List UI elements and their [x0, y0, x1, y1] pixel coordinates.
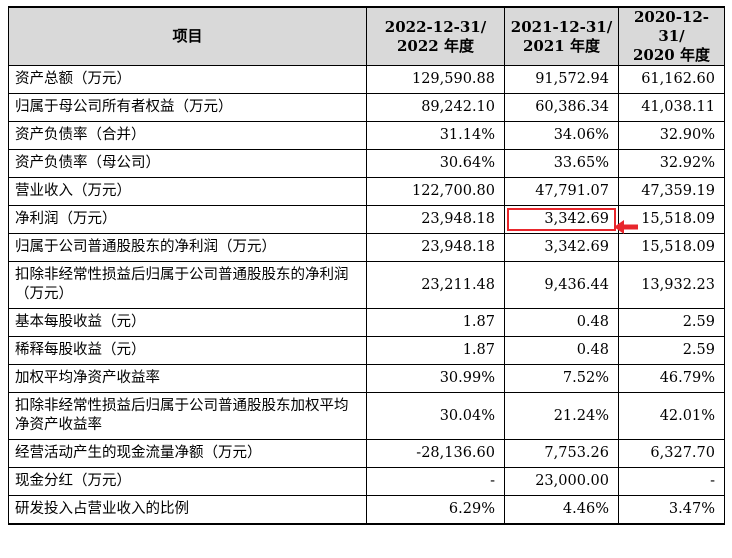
- header-row: 项目 2022-12-31/2022 年度 2021-12-31/2021 年度…: [8, 6, 725, 66]
- cell-2020: 32.92%: [618, 149, 725, 178]
- cell-2020: 6,327.70: [618, 439, 725, 468]
- cell-2021: 91,572.94: [504, 65, 619, 94]
- row-label: 扣除非经常性损益后归属于公司普通股股东的净利润（万元）: [8, 261, 367, 309]
- table-row: 资产负债率（母公司） 30.64% 33.65% 32.92%: [8, 149, 725, 178]
- cell-2020: 61,162.60: [618, 65, 725, 94]
- cell-2021: 33.65%: [504, 149, 619, 178]
- row-label: 基本每股收益（元）: [8, 308, 367, 337]
- cell-2020: 3.47%: [618, 495, 725, 525]
- header-2022-year: 2022 年度: [397, 36, 474, 55]
- cell-2022: 89,242.10: [366, 93, 505, 122]
- header-2021-year: 2021 年度: [523, 36, 600, 55]
- cell-2021: 7,753.26: [504, 439, 619, 468]
- table-row: 营业收入（万元） 122,700.80 47,791.07 47,359.19: [8, 177, 725, 206]
- cell-2020: 13,932.23: [618, 261, 725, 309]
- financial-table-container: 项目 2022-12-31/2022 年度 2021-12-31/2021 年度…: [8, 6, 725, 525]
- header-2022: 2022-12-31/2022 年度: [366, 6, 505, 66]
- cell-2020: 15,518.09: [618, 233, 725, 262]
- cell-2021: 9,436.44: [504, 261, 619, 309]
- table-row: 加权平均净资产收益率 30.99% 7.52% 46.79%: [8, 364, 725, 393]
- cell-2022: 1.87: [366, 308, 505, 337]
- cell-2021: 21.24%: [504, 392, 619, 440]
- cell-2020: -: [618, 467, 725, 496]
- row-label: 归属于母公司所有者权益（万元）: [8, 93, 367, 122]
- row-label: 经营活动产生的现金流量净额（万元）: [8, 439, 367, 468]
- highlighted-cell-2021: 3,342.69: [504, 205, 619, 234]
- cell-2021-value: 3,342.69: [544, 211, 609, 227]
- header-item: 项目: [8, 6, 367, 66]
- table-row: 扣除非经常性损益后归属于公司普通股股东加权平均净资产收益率 30.04% 21.…: [8, 392, 725, 440]
- table-body: 资产总额（万元） 129,590.88 91,572.94 61,162.60 …: [8, 65, 725, 525]
- cell-2020: 41,038.11: [618, 93, 725, 122]
- header-2020-date: 2020-12-31/: [633, 8, 710, 45]
- table-row: 研发投入占营业收入的比例 6.29% 4.46% 3.47%: [8, 495, 725, 525]
- table-row: 归属于母公司所有者权益（万元） 89,242.10 60,386.34 41,0…: [8, 93, 725, 122]
- cell-2022: 129,590.88: [366, 65, 505, 94]
- cell-2021: 0.48: [504, 308, 619, 337]
- cell-2021: 7.52%: [504, 364, 619, 393]
- cell-2022: 23,948.18: [366, 233, 505, 262]
- row-label: 现金分红（万元）: [8, 467, 367, 496]
- cell-2020: 2.59: [618, 336, 725, 365]
- row-label: 资产负债率（母公司）: [8, 149, 367, 178]
- table-row: 经营活动产生的现金流量净额（万元） -28,136.60 7,753.26 6,…: [8, 439, 725, 468]
- cell-2022: 23,948.18: [366, 205, 505, 234]
- header-2021: 2021-12-31/2021 年度: [504, 6, 619, 66]
- cell-2022: 30.04%: [366, 392, 505, 440]
- table-row: 扣除非经常性损益后归属于公司普通股股东的净利润（万元） 23,211.48 9,…: [8, 261, 725, 309]
- cell-2020: 42.01%: [618, 392, 725, 440]
- table-row: 基本每股收益（元） 1.87 0.48 2.59: [8, 308, 725, 337]
- row-label: 资产总额（万元）: [8, 65, 367, 94]
- header-2022-date: 2022-12-31/: [384, 17, 487, 36]
- row-label: 归属于公司普通股股东的净利润（万元）: [8, 233, 367, 262]
- cell-2022: 31.14%: [366, 121, 505, 150]
- table-row: 资产总额（万元） 129,590.88 91,572.94 61,162.60: [8, 65, 725, 94]
- cell-2022: -: [366, 467, 505, 496]
- table-row-net-profit: 净利润（万元） 23,948.18 3,342.69 15,518.09: [8, 205, 725, 234]
- row-label: 加权平均净资产收益率: [8, 364, 367, 393]
- cell-2021: 0.48: [504, 336, 619, 365]
- financial-indicators-table: 项目 2022-12-31/2022 年度 2021-12-31/2021 年度…: [8, 6, 725, 525]
- row-label: 净利润（万元）: [8, 205, 367, 234]
- cell-2022: -28,136.60: [366, 439, 505, 468]
- row-label: 研发投入占营业收入的比例: [8, 495, 367, 525]
- row-label: 稀释每股收益（元）: [8, 336, 367, 365]
- row-label: 营业收入（万元）: [8, 177, 367, 206]
- table-row: 归属于公司普通股股东的净利润（万元） 23,948.18 3,342.69 15…: [8, 233, 725, 262]
- cell-2022: 23,211.48: [366, 261, 505, 309]
- header-2021-date: 2021-12-31/: [510, 17, 613, 36]
- cell-2020: 46.79%: [618, 364, 725, 393]
- cell-2021: 23,000.00: [504, 467, 619, 496]
- cell-2021: 60,386.34: [504, 93, 619, 122]
- row-label: 资产负债率（合并）: [8, 121, 367, 150]
- red-arrow-icon: [614, 220, 638, 234]
- table-row: 稀释每股收益（元） 1.87 0.48 2.59: [8, 336, 725, 365]
- header-2020: 2020-12-31/2020 年度: [618, 6, 725, 66]
- cell-2020: 47,359.19: [618, 177, 725, 206]
- header-2020-year: 2020 年度: [633, 46, 710, 64]
- table-header: 项目 2022-12-31/2022 年度 2021-12-31/2021 年度…: [8, 6, 725, 66]
- cell-2022: 30.64%: [366, 149, 505, 178]
- cell-2021: 4.46%: [504, 495, 619, 525]
- table-row: 现金分红（万元） - 23,000.00 -: [8, 467, 725, 496]
- cell-2021: 47,791.07: [504, 177, 619, 206]
- cell-2022: 6.29%: [366, 495, 505, 525]
- cell-2020: 2.59: [618, 308, 725, 337]
- cell-2021: 3,342.69: [504, 233, 619, 262]
- cell-2020: 32.90%: [618, 121, 725, 150]
- cell-2022: 122,700.80: [366, 177, 505, 206]
- cell-2022: 1.87: [366, 336, 505, 365]
- cell-2022: 30.99%: [366, 364, 505, 393]
- cell-2021: 34.06%: [504, 121, 619, 150]
- row-label: 扣除非经常性损益后归属于公司普通股股东加权平均净资产收益率: [8, 392, 367, 440]
- table-row: 资产负债率（合并） 31.14% 34.06% 32.90%: [8, 121, 725, 150]
